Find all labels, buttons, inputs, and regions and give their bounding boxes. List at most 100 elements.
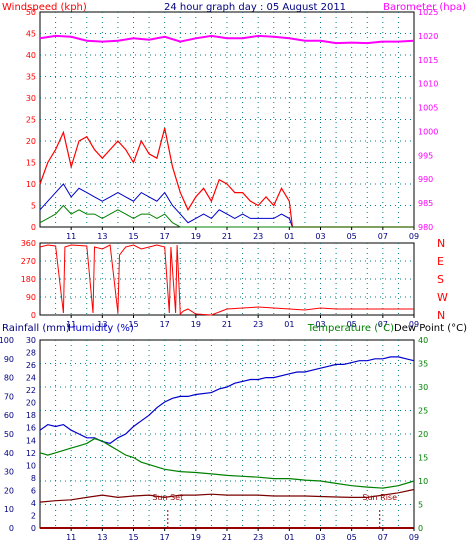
humidity-y-tick-label: 0 <box>9 524 14 533</box>
rain-y-tick-label: 26 <box>26 361 36 370</box>
baro-y-tick-label: 1010 <box>418 80 438 89</box>
wind-left-label: Windspeed (kph) <box>2 2 87 13</box>
wind-y-tick-label: 20 <box>26 137 36 146</box>
wind-y-tick-label: 35 <box>26 73 36 82</box>
humidity-y-tick-label: 30 <box>4 468 14 477</box>
humidity-y-tick-label: 100 <box>0 336 14 345</box>
humidity-y-tick-label: 40 <box>4 449 14 458</box>
x-tick-label: 11 <box>66 533 76 542</box>
rain-y-tick-label: 20 <box>26 399 36 408</box>
x-tick-label: 01 <box>284 320 294 329</box>
temp-y-tick-label: 15 <box>418 454 428 463</box>
average-wind-series <box>39 183 414 228</box>
x-tick-label: 17 <box>160 232 170 241</box>
wind-y-tick-label: 45 <box>26 30 36 39</box>
baro-y-tick-label: 980 <box>418 223 433 232</box>
wind-right-label: Barometer (hpa) <box>383 2 466 13</box>
direction-y-tick-label: 360 <box>21 239 36 248</box>
rain-y-tick-label: 14 <box>26 436 36 445</box>
temp-y-tick-label: 0 <box>418 524 423 533</box>
rain-y-tick-label: 12 <box>26 449 36 458</box>
rain-y-tick-label: 2 <box>31 511 36 520</box>
temp-y-tick-label: 35 <box>418 360 428 369</box>
rain-y-tick-label: 0 <box>31 524 36 533</box>
wind-y-tick-label: 25 <box>26 116 36 125</box>
x-tick-label: 13 <box>97 320 107 329</box>
baro-y-tick-label: 985 <box>418 199 433 208</box>
x-tick-label: 03 <box>315 232 325 241</box>
compass-label: E <box>437 255 444 268</box>
wind-y-tick-label: 40 <box>26 51 36 60</box>
humidity-y-tick-label: 50 <box>4 430 14 439</box>
dew-point-series <box>39 488 415 503</box>
direction-panel: 11 13 15 17 19 21 23 01 03 05 07 09090180270360NWSE… <box>21 237 448 329</box>
x-tick-label: 17 <box>160 533 170 542</box>
direction-y-tick-label: 0 <box>31 311 36 320</box>
humidity-y-tick-label: 70 <box>4 392 14 401</box>
x-tick-label: 15 <box>128 320 138 329</box>
dew-label: Dew Point (°C) <box>394 323 467 334</box>
humidity-y-tick-label: 10 <box>4 505 14 514</box>
x-tick-label: 23 <box>253 232 263 241</box>
rain-y-tick-label: 28 <box>26 349 36 358</box>
direction-y-tick-label: 90 <box>26 293 36 302</box>
wind-y-tick-label: 50 <box>26 8 36 17</box>
baro-y-tick-label: 1000 <box>418 127 438 136</box>
x-tick-label: 19 <box>191 232 201 241</box>
temp-y-tick-label: 30 <box>418 383 428 392</box>
compass-label: N <box>437 237 445 250</box>
direction-series <box>39 244 414 316</box>
x-tick-label: 05 <box>347 533 357 542</box>
sun-event-label: Sun Set <box>152 493 183 502</box>
rain-y-tick-label: 16 <box>26 424 36 433</box>
x-tick-label: 15 <box>128 232 138 241</box>
rain-y-tick-label: 4 <box>31 499 36 508</box>
rain-y-tick-label: 30 <box>26 336 36 345</box>
x-tick-label: 09 <box>409 533 419 542</box>
compass-label: N <box>437 309 445 322</box>
temp-y-tick-label: 25 <box>418 407 428 416</box>
wind-grid <box>40 12 414 227</box>
x-tick-label: 07 <box>378 320 388 329</box>
temp-y-tick-label: 10 <box>418 477 428 486</box>
direction-series <box>39 244 414 316</box>
temperature-series <box>39 438 415 489</box>
direction-y-tick-label: 180 <box>21 275 36 284</box>
baro-y-tick-label: 990 <box>418 175 433 184</box>
graph-title: 24 hour graph day : 05 August 2011 <box>164 2 346 13</box>
x-tick-label: 19 <box>191 533 201 542</box>
x-tick-label: 05 <box>347 320 357 329</box>
compass-label: S <box>437 273 444 286</box>
min-wind-series <box>39 204 414 228</box>
sun-event-label: Sun Rise <box>362 493 397 502</box>
wind-y-tick-label: 0 <box>31 223 36 232</box>
humidity-y-tick-label: 90 <box>4 355 14 364</box>
wind-panel: 11 13 15 17 19 21 23 01 03 05 07 090510152025303540… <box>26 8 439 241</box>
x-tick-label: 09 <box>409 232 419 241</box>
x-tick-label: 17 <box>160 320 170 329</box>
direction-y-tick-label: 270 <box>21 257 36 266</box>
x-tick-label: 03 <box>315 533 325 542</box>
x-tick-label: 03 <box>315 320 325 329</box>
compass-label: W <box>437 291 448 304</box>
x-tick-label: 07 <box>378 232 388 241</box>
direction-axes: 11 13 15 17 19 21 23 01 03 05 07 09090180270360NWSE… <box>21 237 448 329</box>
rain-y-tick-label: 22 <box>26 386 36 395</box>
rain-label: Rainfall (mm) <box>2 323 70 334</box>
rain-y-tick-label: 10 <box>26 461 36 470</box>
rain-y-tick-label: 18 <box>26 411 36 420</box>
direction-grid <box>40 243 414 315</box>
x-tick-label: 21 <box>222 533 232 542</box>
barometer-series <box>39 34 415 45</box>
wind-y-tick-label: 10 <box>26 180 36 189</box>
baro-y-tick-label: 1020 <box>418 32 438 41</box>
rain-y-tick-label: 8 <box>31 474 36 483</box>
temp-y-tick-label: 20 <box>418 430 428 439</box>
x-tick-label: 11 <box>66 232 76 241</box>
x-tick-label: 15 <box>128 533 138 542</box>
rain-y-tick-label: 6 <box>31 486 36 495</box>
rain-y-tick-label: 24 <box>26 374 36 383</box>
gust-series <box>39 127 414 228</box>
temperature-plot-frame <box>39 339 415 529</box>
